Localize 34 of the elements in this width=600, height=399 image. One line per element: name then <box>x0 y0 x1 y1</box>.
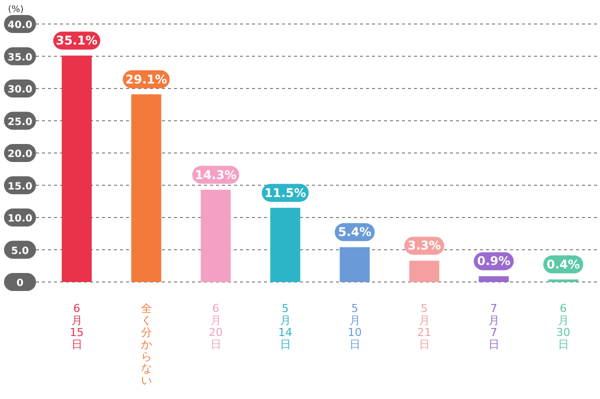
data-label: 29.1% <box>125 72 168 86</box>
y-tick-label: 30.0 <box>8 84 32 96</box>
data-label: 0.4% <box>546 257 580 272</box>
bar <box>478 276 509 282</box>
data-label: 14.3% <box>194 168 237 182</box>
y-tick-label: 15.0 <box>8 181 32 192</box>
bar <box>548 279 578 282</box>
bar <box>409 260 440 282</box>
x-tick-label: 6月20日 <box>208 302 223 351</box>
bar <box>131 94 162 282</box>
y-tick-label: 40.0 <box>8 20 32 31</box>
x-tick-label: 7月7日 <box>488 302 500 351</box>
y-tick-label: 5.0 <box>11 246 29 257</box>
y-tick-label: 0 <box>16 278 24 289</box>
data-label: 11.5% <box>264 186 306 200</box>
x-tick-label: 5月21日 <box>417 302 432 351</box>
data-label: 35.1% <box>56 34 98 48</box>
y-tick-label: 35.0 <box>8 52 32 64</box>
data-label: 5.4% <box>338 225 372 240</box>
y-tick-label: 25.0 <box>8 116 32 128</box>
bar <box>270 208 300 282</box>
y-axis-title: (%) <box>8 5 24 15</box>
data-label: 3.3% <box>408 238 441 253</box>
bar <box>340 247 370 282</box>
data-label: 0.9% <box>477 254 510 268</box>
x-tick-label: 5月14日 <box>278 302 292 351</box>
bar <box>200 190 231 282</box>
x-tick-label: 6月15日 <box>70 302 84 351</box>
x-tick-label: 5月10日 <box>348 302 362 351</box>
y-tick-label: 20.0 <box>8 149 32 160</box>
bar <box>62 56 92 282</box>
x-tick-label: 6月30日 <box>556 302 570 351</box>
y-tick-label: 10.0 <box>8 214 32 224</box>
x-tick-label: 全く分からない <box>140 302 152 387</box>
